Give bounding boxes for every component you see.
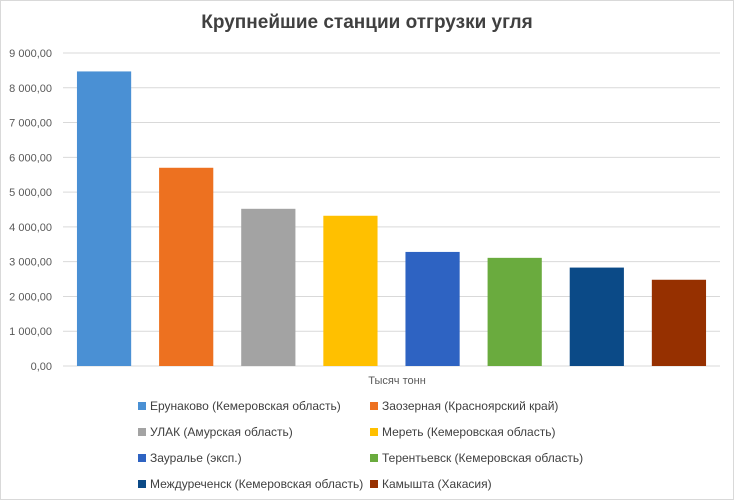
legend-label: УЛАК (Амурская область) xyxy=(150,424,293,439)
legend-item: Терентьевск (Кемеровская область) xyxy=(370,448,602,467)
legend-item: Мереть (Кемеровская область) xyxy=(370,422,602,441)
bar xyxy=(405,251,460,366)
bar xyxy=(487,257,542,366)
legend-item: Ерунаково (Кемеровская область) xyxy=(138,396,370,415)
legend-swatch xyxy=(370,427,378,436)
legend-swatch xyxy=(138,401,146,410)
y-tick-label: 8 000,00 xyxy=(9,83,52,95)
legend-label: Зауралье (эксп.) xyxy=(150,450,242,465)
legend-swatch xyxy=(138,427,146,436)
y-tick-label: 7 000,00 xyxy=(9,118,52,130)
bar-chart: 0,00 1 000,00 2 000,00 3 000,00 4 000,00 5 00… xyxy=(9,48,720,387)
y-tick-label: 9 000,00 xyxy=(9,48,52,60)
bar xyxy=(569,267,624,366)
y-axis-tick-labels: 0,00 1 000,00 2 000,00 3 000,00 4 000,00 5 00… xyxy=(9,48,52,373)
legend-swatch xyxy=(370,479,378,488)
bars xyxy=(76,71,707,366)
bar xyxy=(241,208,296,366)
legend-swatch xyxy=(370,401,378,410)
legend-label: Мереть (Кемеровская область) xyxy=(382,424,556,439)
y-tick-label: 3 000,00 xyxy=(9,257,52,269)
bar xyxy=(76,71,132,366)
legend-item: Камышта (Хакасия) xyxy=(370,474,602,493)
legend-item: Зауралье (эксп.) xyxy=(138,448,370,467)
x-axis-label: Тысяч тонн xyxy=(368,375,426,387)
y-tick-label: 1 000,00 xyxy=(9,326,52,338)
bar xyxy=(651,279,707,366)
chart-title: Крупнейшие станции отгрузки угля xyxy=(201,12,533,33)
legend-label: Заозерная (Красноярский край) xyxy=(382,398,559,413)
y-tick-label: 6 000,00 xyxy=(9,152,52,164)
y-tick-label: 5 000,00 xyxy=(9,187,52,199)
legend-label: Камышта (Хакасия) xyxy=(382,476,492,491)
legend-swatch xyxy=(370,453,378,462)
bar xyxy=(159,167,214,366)
legend-label: Терентьевск (Кемеровская область) xyxy=(382,450,584,465)
legend-label: Ерунаково (Кемеровская область) xyxy=(150,398,341,413)
legend-item: Междуреченск (Кемеровская область) xyxy=(138,474,370,493)
legend-swatch xyxy=(138,453,146,462)
legend-item: УЛАК (Амурская область) xyxy=(138,422,370,441)
legend: Ерунаково (Кемеровская область) Заозерная… xyxy=(138,396,608,493)
legend-label: Междуреченск (Кемеровская область) xyxy=(150,476,364,491)
bar xyxy=(323,215,378,366)
y-tick-label: 0,00 xyxy=(31,361,52,373)
legend-swatch xyxy=(138,479,146,488)
y-tick-label: 2 000,00 xyxy=(9,291,52,303)
y-tick-label: 4 000,00 xyxy=(9,222,52,234)
legend-item: Заозерная (Красноярский край) xyxy=(370,396,602,415)
